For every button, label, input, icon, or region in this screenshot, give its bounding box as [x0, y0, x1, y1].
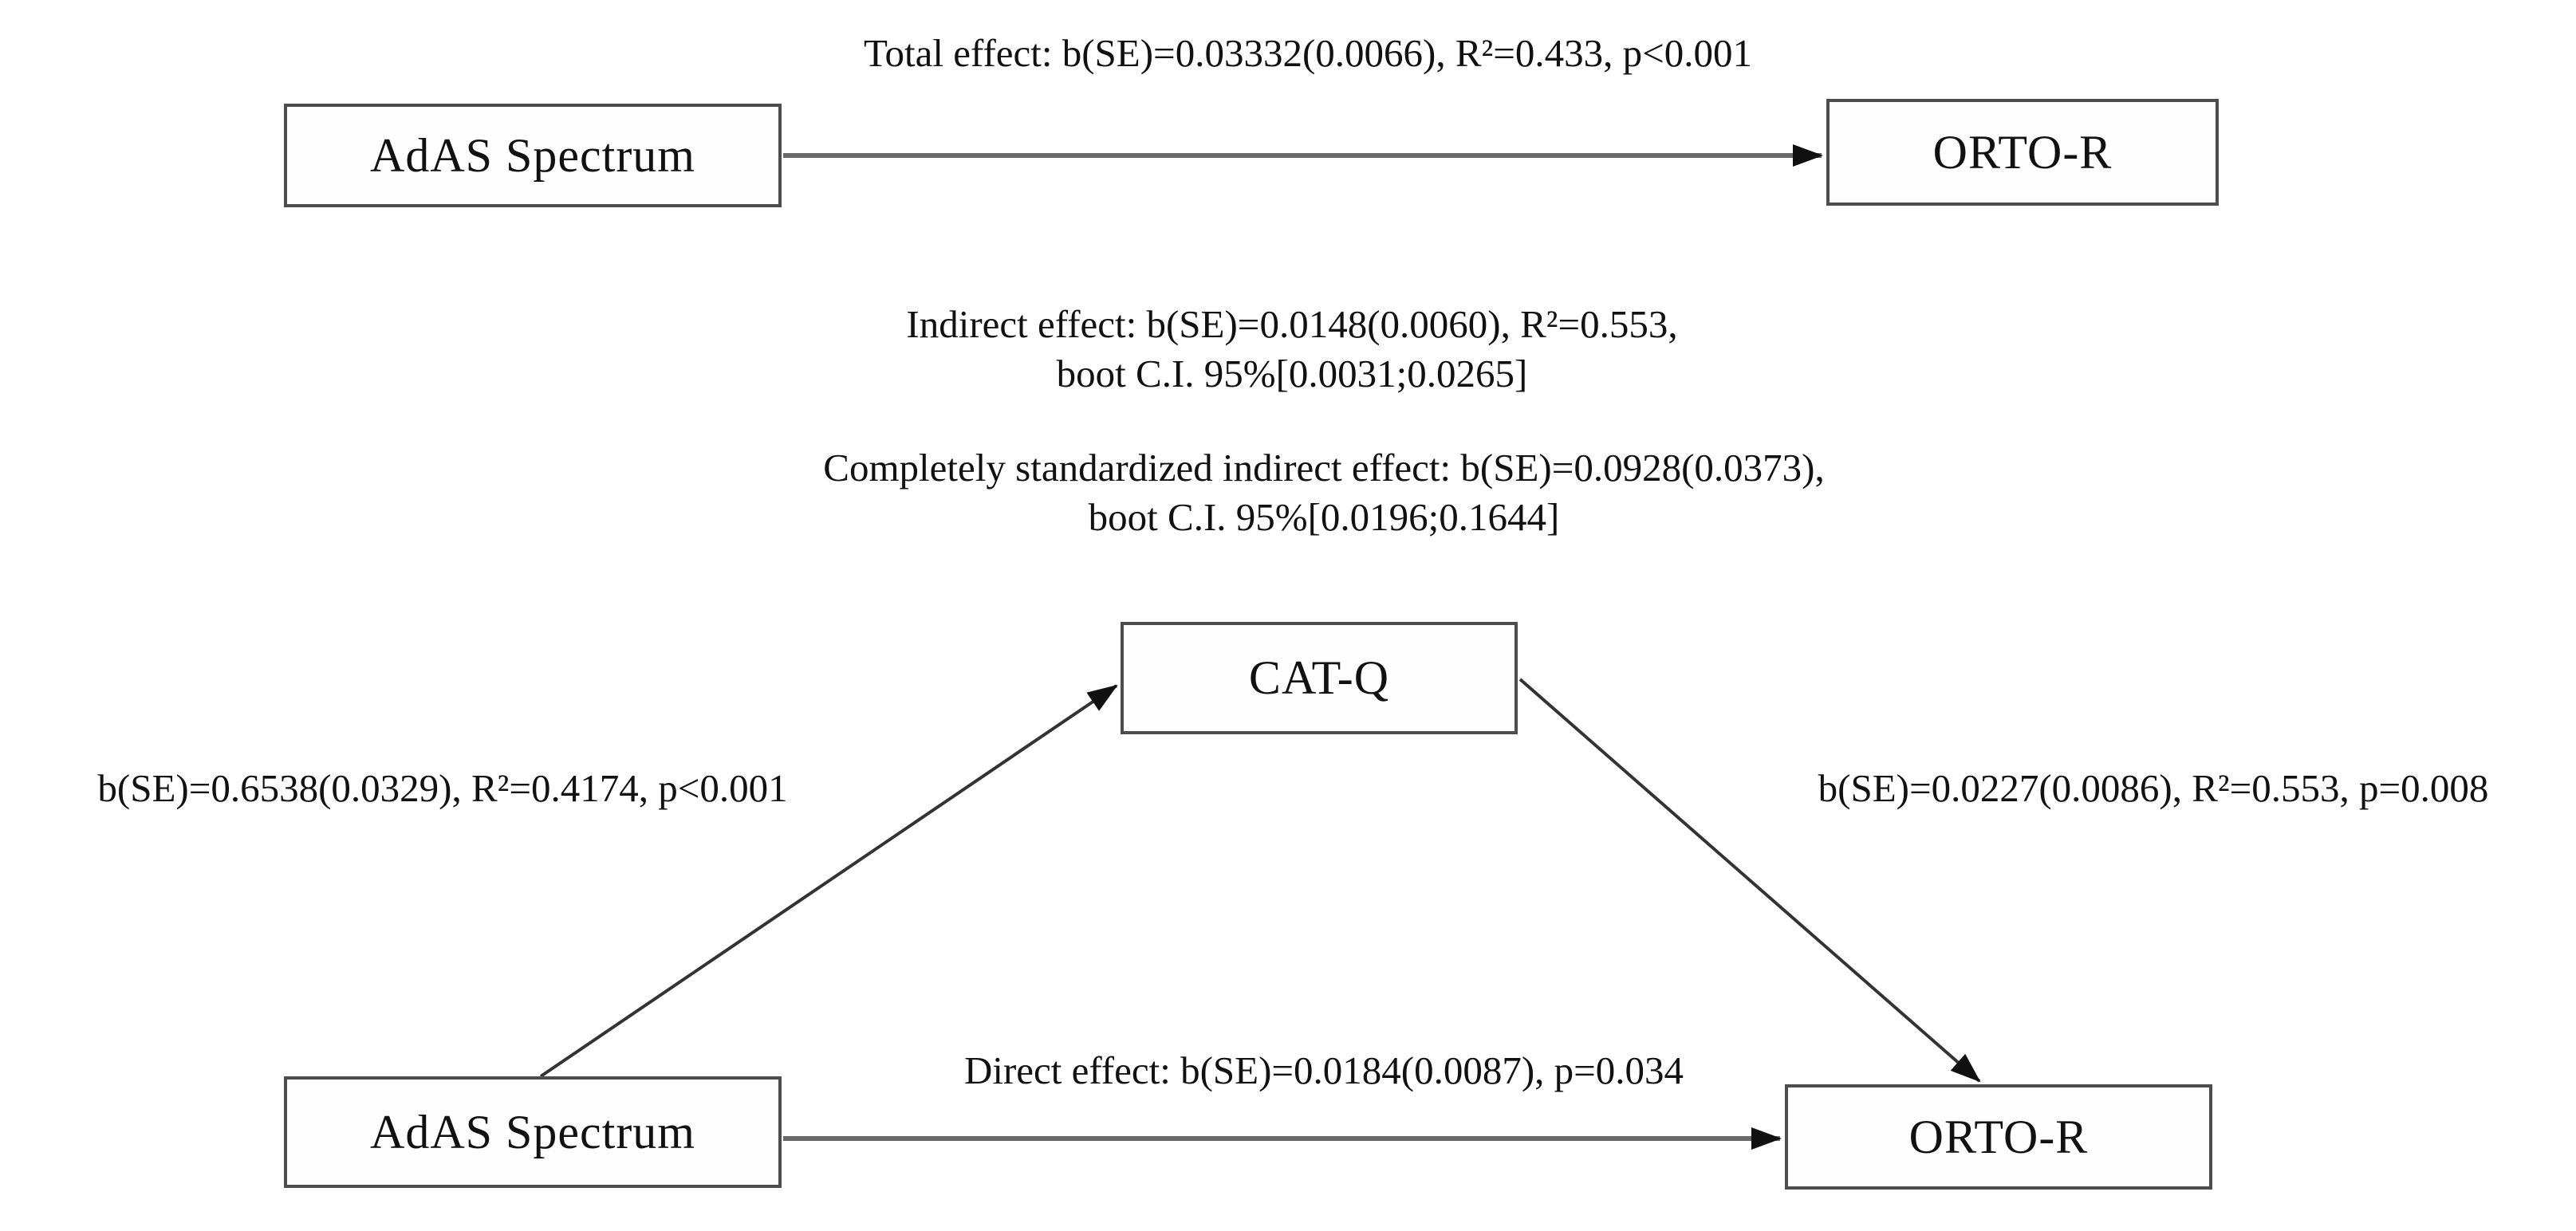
std-indirect-line1: Completely standardized indirect effect:… [823, 446, 1825, 490]
node-adas-spectrum-bottom-label: AdAS Spectrum [370, 1105, 695, 1158]
node-adas-spectrum-top-label: AdAS Spectrum [370, 128, 695, 182]
path-a-text: b(SE)=0.6538(0.0329), R²=0.4174, p<0.001 [97, 766, 788, 810]
node-orto-r-bottom: ORTO-R [1785, 1084, 2212, 1190]
path-b-text: b(SE)=0.0227(0.0086), R²=0.553, p=0.008 [1818, 766, 2489, 810]
node-orto-r-bottom-label: ORTO-R [1908, 1110, 2089, 1163]
node-orto-r-top-label: ORTO-R [1932, 125, 2113, 179]
path-b-label: b(SE)=0.0227(0.0086), R²=0.553, p=0.008 [1731, 764, 2576, 813]
total-effect-text: Total effect: b(SE)=0.03332(0.0066), R²=… [864, 31, 1752, 75]
path-b-arrow [1518, 678, 1981, 1083]
std-indirect-effect-label: Completely standardized indirect effect:… [726, 443, 1922, 542]
total-effect-label: Total effect: b(SE)=0.03332(0.0066), R²=… [718, 29, 1898, 78]
direct-effect-text: Direct effect: b(SE)=0.0184(0.0087), p=0… [963, 1048, 1684, 1092]
node-cat-q: CAT-Q [1121, 622, 1518, 734]
direct-effect-label: Direct effect: b(SE)=0.0184(0.0087), p=0… [877, 1046, 1771, 1095]
indirect-effect-line1: Indirect effect: b(SE)=0.0148(0.0060), R… [906, 302, 1678, 346]
indirect-effect-line2: boot C.I. 95%[0.0031;0.0265] [1056, 352, 1528, 395]
std-indirect-line2: boot C.I. 95%[0.0196;0.1644] [1088, 495, 1560, 539]
node-adas-spectrum-top: AdAS Spectrum [284, 104, 782, 207]
indirect-effect-label: Indirect effect: b(SE)=0.0148(0.0060), R… [694, 300, 1890, 399]
node-adas-spectrum-bottom: AdAS Spectrum [284, 1076, 782, 1188]
node-orto-r-top: ORTO-R [1826, 99, 2219, 206]
node-cat-q-label: CAT-Q [1248, 651, 1390, 704]
path-a-label: b(SE)=0.6538(0.0329), R²=0.4174, p<0.001 [16, 764, 869, 813]
path-a-arrow [539, 684, 1118, 1078]
